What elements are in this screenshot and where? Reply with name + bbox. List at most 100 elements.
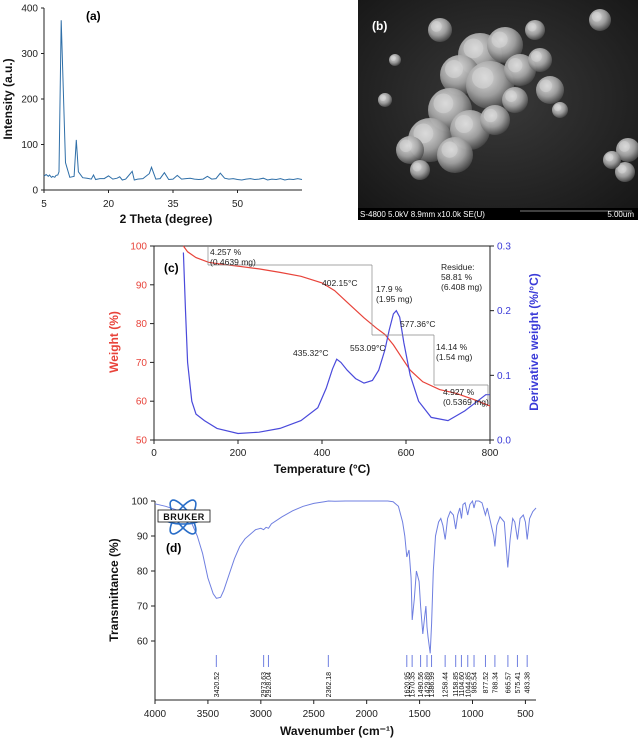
panel-c-y-axis-title: Weight (%)	[107, 311, 121, 373]
bruker-logo: BRUKER	[157, 499, 211, 535]
sem-particle-highlight	[617, 164, 627, 174]
peak-label: 877.52	[483, 672, 490, 694]
sem-particle-highlight	[605, 153, 614, 162]
peak-label: 2928.04	[266, 672, 273, 697]
peak-label: 1258.44	[443, 672, 450, 697]
temp-553-label: 553.09°C	[350, 343, 386, 353]
c-y2tick-label: 0.3	[497, 242, 511, 253]
peak-label: 2362.18	[326, 672, 333, 697]
temp-435-label: 435.32°C	[293, 348, 329, 358]
panel-a-label: (a)	[86, 9, 101, 23]
c-y2tick-label: 0.0	[497, 436, 511, 447]
sem-particle-highlight	[554, 104, 562, 112]
peak-label: 1620.95	[404, 672, 411, 697]
d-ytick-label: 80	[137, 567, 149, 578]
panel-c-tga: 50 60 70 80 90 100 0.0 0.1 0.2 0.3 0 200 400 600 800…	[107, 242, 541, 477]
a-xtick-label: 20	[103, 199, 115, 210]
panel-a-x-axis-title: 2 Theta (degree)	[120, 212, 213, 226]
d-xtick-label: 3500	[197, 709, 220, 720]
c-ytick-label: 50	[136, 436, 148, 447]
peak-label: 1158.85	[453, 672, 460, 697]
panel-d-ftir: 60 70 80 90 100 4000 3500 3000 2500 2000 1500 1000…	[107, 497, 537, 738]
c-xtick-label: 600	[398, 448, 415, 459]
sem-particle-highlight	[379, 94, 387, 102]
sem-particle-highlight	[390, 55, 396, 61]
peak-label: 1570.35	[410, 672, 417, 697]
c-ytick-label: 70	[136, 358, 148, 369]
bruker-logo-text: BRUKER	[163, 512, 205, 522]
peak-label: 788.34	[492, 672, 499, 694]
sem-scale-text: 5.00um	[607, 210, 634, 219]
sem-particle-highlight	[455, 115, 473, 133]
step1-mass: (0.4639 mg)	[210, 257, 256, 267]
sem-particle-highlight	[491, 31, 508, 48]
sem-particle-highlight	[399, 139, 413, 153]
a-xtick-label: 35	[167, 199, 179, 210]
sem-particle-highlight	[531, 51, 542, 62]
c-ytick-label: 100	[130, 242, 147, 253]
panel-d-label: (d)	[166, 541, 181, 555]
step1-percent: 4.257 %	[210, 247, 242, 257]
xrd-pattern-line	[43, 20, 303, 181]
c-xtick-label: 0	[151, 448, 157, 459]
panel-c-x-axis-title: Temperature (°C)	[274, 462, 371, 476]
sem-particle-highlight	[527, 22, 537, 32]
sem-particle-highlight	[505, 90, 517, 102]
weight-curve	[182, 245, 491, 407]
d-ytick-label: 60	[137, 637, 149, 648]
a-ytick-label: 400	[21, 4, 38, 15]
panel-b-sem-image: S-4800 5.0kV 8.9mm x10.0k SE(U) 5.00um (…	[358, 0, 638, 220]
panel-c-label: (c)	[164, 261, 179, 275]
sem-particle-highlight	[508, 57, 523, 73]
sem-particle-highlight	[619, 141, 630, 152]
sem-particle-highlight	[591, 11, 602, 22]
peak-label: 1490.56	[418, 672, 425, 697]
sem-particle-highlight	[463, 38, 484, 59]
peak-label: 1386.99	[429, 672, 436, 697]
c-ytick-label: 80	[136, 319, 148, 330]
step2-percent: 17.9 %	[376, 284, 403, 294]
panel-c-y2-axis-title: Derivative weight (%/°C)	[527, 273, 541, 411]
sem-particle-highlight	[431, 21, 442, 32]
sem-particle-highlight	[445, 60, 463, 78]
peak-label: 2973.63	[261, 672, 268, 697]
d-xtick-label: 2000	[356, 709, 379, 720]
step2-mass: (1.95 mg)	[376, 294, 413, 304]
a-ytick-label: 0	[32, 186, 38, 197]
step3-mass: (1.54 mg)	[436, 352, 473, 362]
a-xtick-label: 5	[41, 199, 47, 210]
temp-577-label: 577.36°C	[400, 319, 436, 329]
c-y2tick-label: 0.1	[497, 371, 511, 382]
sem-particle-highlight	[483, 108, 498, 123]
sem-info-text: S-4800 5.0kV 8.9mm x10.0k SE(U)	[360, 210, 485, 219]
d-ytick-label: 90	[137, 532, 149, 543]
c-y2tick-label: 0.2	[497, 306, 511, 317]
peak-label: 575.41	[515, 672, 522, 694]
sem-particle-highlight	[412, 162, 422, 172]
panel-d-x-axis-title: Wavenumber (cm⁻¹)	[280, 724, 394, 738]
sem-particle-cluster	[378, 9, 638, 182]
peak-label: 1044.85	[465, 672, 472, 697]
panel-b-label: (b)	[372, 19, 387, 33]
step4-percent: 4.927 %	[443, 387, 475, 397]
sem-particle-highlight	[472, 67, 494, 89]
d-xtick-label: 500	[517, 709, 534, 720]
a-ytick-label: 300	[21, 49, 38, 60]
peak-label: 1104.60	[459, 672, 466, 697]
sem-particle-highlight	[413, 123, 434, 144]
a-ytick-label: 100	[21, 140, 38, 151]
panel-a-y-axis-title: Intensity (a.u.)	[1, 58, 15, 139]
residue-mass: (6.408 mg)	[441, 282, 482, 292]
step3-percent: 14.14 %	[436, 342, 468, 352]
c-ytick-label: 90	[136, 280, 148, 291]
d-ytick-label: 100	[131, 497, 148, 508]
sem-particle-highlight	[441, 141, 458, 158]
step-guide-lines	[207, 246, 489, 404]
sem-particle-highlight	[433, 93, 454, 114]
d-xtick-label: 4000	[144, 709, 167, 720]
peak-label: 985.54	[472, 672, 479, 694]
panel-d-y-axis-title: Transmittance (%)	[107, 538, 121, 641]
a-xtick-label: 50	[232, 199, 244, 210]
peak-label: 483.38	[525, 672, 532, 694]
